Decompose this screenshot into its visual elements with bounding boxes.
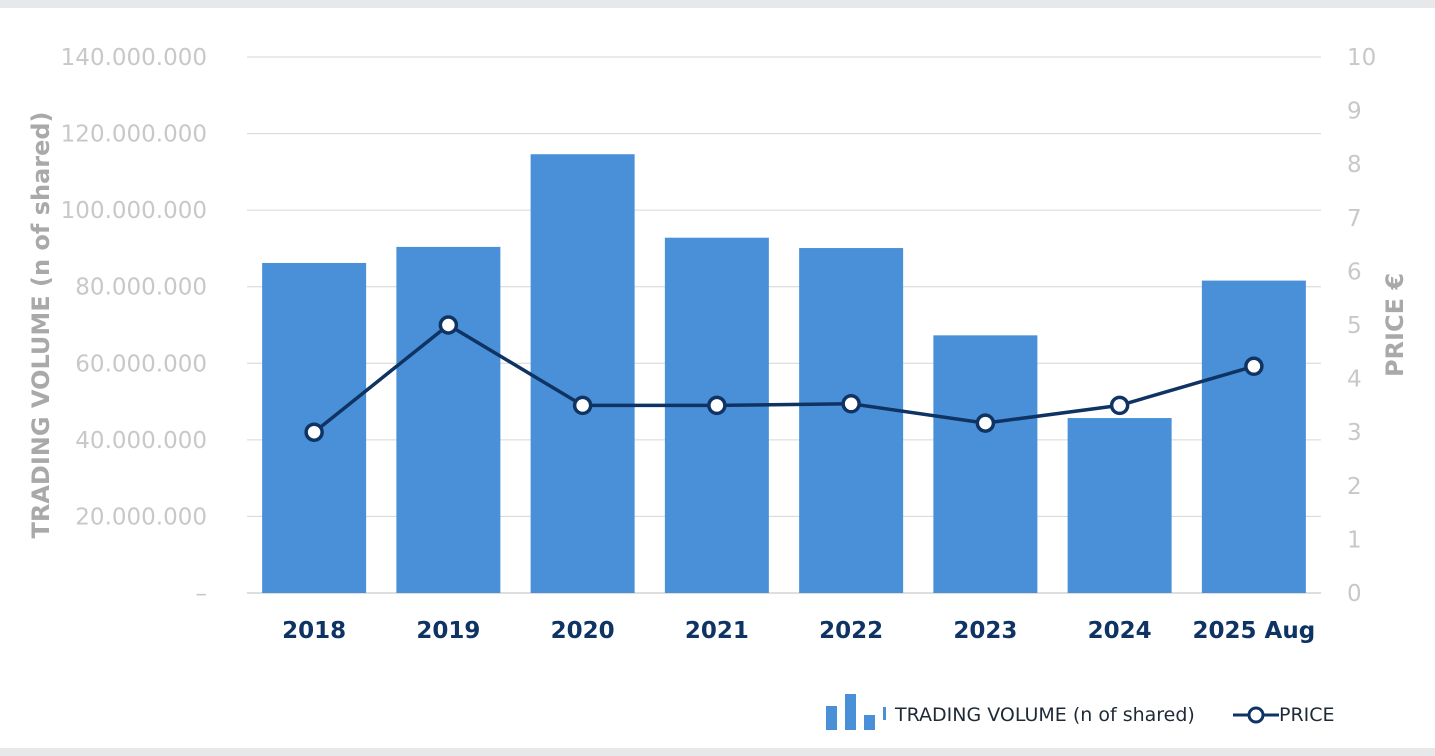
right-tick-label: 6 xyxy=(1347,259,1362,285)
legend-price-label: PRICE xyxy=(1279,704,1335,726)
legend-volume-label: TRADING VOLUME (n of shared) xyxy=(894,704,1195,726)
x-tick-label: 2024 xyxy=(1088,618,1152,644)
left-tick-label: 120.000.000 xyxy=(61,122,207,148)
x-tick-label: 2019 xyxy=(416,618,480,644)
x-tick-label: 2018 xyxy=(282,618,346,644)
right-axis-title: PRICE € xyxy=(1381,273,1409,377)
right-tick-label: 5 xyxy=(1347,313,1362,339)
volume-bar xyxy=(1201,280,1306,593)
x-tick-label: 2020 xyxy=(551,618,615,644)
legend-volume-icon xyxy=(826,694,886,730)
left-tick-label: 60.000.000 xyxy=(75,351,207,377)
left-tick-label: – xyxy=(196,581,208,607)
x-tick-label: 2023 xyxy=(953,618,1017,644)
right-tick-label: 9 xyxy=(1347,99,1362,125)
price-point xyxy=(1244,356,1264,377)
right-tick-label: 1 xyxy=(1347,527,1362,553)
x-tick-label: 2022 xyxy=(819,618,883,644)
left-tick-label: 140.000.000 xyxy=(61,45,207,71)
legend: TRADING VOLUME (n of shared) PRICE xyxy=(826,694,1335,730)
top-border xyxy=(0,0,1435,8)
legend-price-icon xyxy=(1233,706,1279,724)
x-tick-label: 2021 xyxy=(685,618,749,644)
price-point xyxy=(304,422,324,442)
price-point xyxy=(841,394,861,414)
left-tick-label: 20.000.000 xyxy=(75,504,207,530)
price-point xyxy=(975,413,996,433)
price-point xyxy=(707,395,727,416)
left-axis-ticks: – 20.000.000 40.000.000 60.000.000 80.000.00… xyxy=(61,45,207,607)
price-series-line xyxy=(313,323,1255,434)
left-tick-label: 100.000.000 xyxy=(61,198,207,224)
volume-bar xyxy=(396,246,501,593)
left-axis-title: TRADING VOLUME (n of shared) xyxy=(27,111,55,538)
right-tick-label: 4 xyxy=(1347,367,1362,393)
right-tick-label: 10 xyxy=(1347,45,1376,71)
volume-bars xyxy=(262,154,1306,594)
price-point xyxy=(438,315,459,335)
gridlines xyxy=(247,56,1321,594)
x-tick-label: 2025 Aug xyxy=(1193,618,1316,644)
price-point xyxy=(1109,395,1130,416)
x-axis-ticks: 2018 2019 2020 2021 2022 2023 2024 2025 Aug xyxy=(282,618,1315,644)
left-tick-label: 80.000.000 xyxy=(75,275,207,301)
volume-bar xyxy=(799,248,904,593)
right-tick-label: 8 xyxy=(1347,152,1362,178)
volume-bar xyxy=(1067,418,1172,593)
price-point xyxy=(572,395,593,416)
volume-bar xyxy=(933,335,1038,593)
volume-bar xyxy=(530,154,635,593)
right-axis-ticks: 0 1 2 3 4 5 6 7 8 9 10 xyxy=(1347,45,1376,607)
left-tick-label: 40.000.000 xyxy=(75,428,207,454)
right-tick-label: 0 xyxy=(1347,581,1362,607)
volume-bar xyxy=(664,237,769,594)
right-tick-label: 7 xyxy=(1347,206,1362,232)
price-line xyxy=(304,315,1264,442)
right-tick-label: 3 xyxy=(1347,420,1362,446)
bottom-border xyxy=(0,748,1435,756)
right-tick-label: 2 xyxy=(1347,474,1362,500)
